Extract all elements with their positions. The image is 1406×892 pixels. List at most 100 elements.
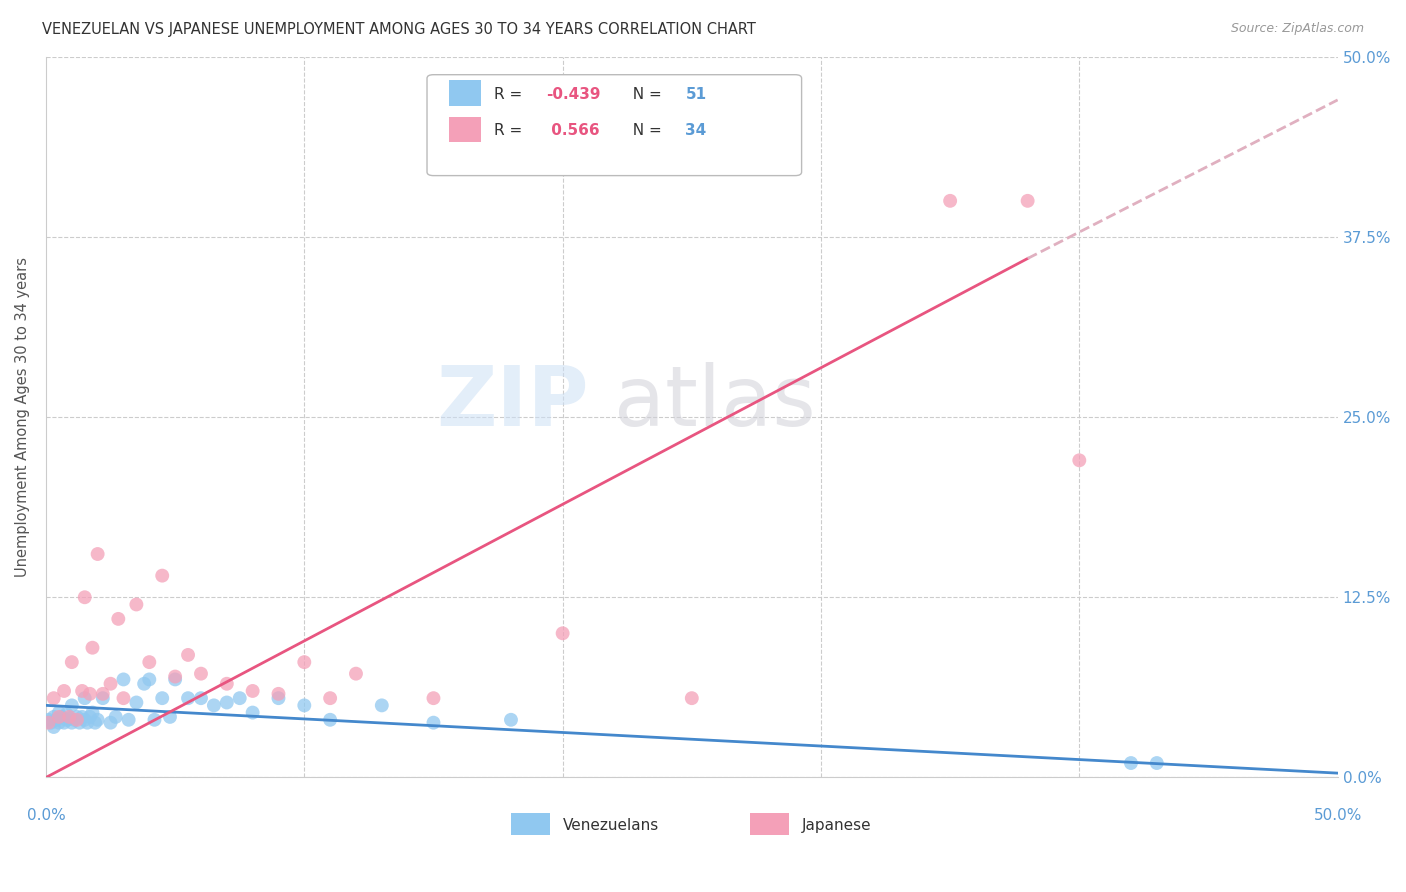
Point bbox=[45, 713, 67, 727]
Point bbox=[422, 691, 444, 706]
Bar bbox=[449, 80, 481, 105]
Point bbox=[267, 691, 290, 706]
Point bbox=[100, 677, 122, 691]
Point bbox=[319, 691, 342, 706]
Point bbox=[91, 691, 114, 706]
Point bbox=[70, 710, 93, 724]
Point bbox=[63, 713, 86, 727]
Point bbox=[1017, 194, 1039, 208]
Text: 0.566: 0.566 bbox=[546, 123, 599, 137]
Text: R =: R = bbox=[494, 87, 527, 102]
Text: 50.0%: 50.0% bbox=[1313, 808, 1362, 823]
Point bbox=[73, 691, 96, 706]
Text: atlas: atlas bbox=[614, 362, 815, 443]
Point bbox=[319, 713, 342, 727]
Point bbox=[177, 691, 200, 706]
Point bbox=[150, 691, 173, 706]
Point bbox=[112, 673, 135, 687]
Text: ZIP: ZIP bbox=[436, 362, 589, 443]
Bar bbox=[749, 814, 789, 835]
Point bbox=[242, 706, 264, 720]
Point bbox=[165, 669, 187, 683]
Point bbox=[190, 666, 212, 681]
Point bbox=[60, 715, 83, 730]
Point bbox=[53, 684, 76, 698]
Text: N =: N = bbox=[623, 87, 666, 102]
Text: 51: 51 bbox=[685, 87, 706, 102]
Text: Venezuelans: Venezuelans bbox=[562, 818, 659, 832]
Point bbox=[125, 598, 148, 612]
Point bbox=[66, 713, 89, 727]
Point bbox=[42, 710, 65, 724]
Point bbox=[159, 710, 181, 724]
Point bbox=[292, 655, 315, 669]
Point bbox=[51, 710, 73, 724]
Bar bbox=[510, 814, 550, 835]
Point bbox=[371, 698, 394, 713]
Bar bbox=[449, 117, 481, 142]
Point bbox=[66, 710, 89, 724]
Point bbox=[228, 691, 250, 706]
Point bbox=[138, 673, 160, 687]
Point bbox=[48, 706, 70, 720]
Text: VENEZUELAN VS JAPANESE UNEMPLOYMENT AMONG AGES 30 TO 34 YEARS CORRELATION CHART: VENEZUELAN VS JAPANESE UNEMPLOYMENT AMON… bbox=[42, 22, 756, 37]
Point bbox=[48, 715, 70, 730]
Point bbox=[134, 677, 156, 691]
Point bbox=[55, 713, 77, 727]
Point bbox=[1119, 756, 1142, 770]
Text: N =: N = bbox=[623, 123, 666, 137]
Point bbox=[1146, 756, 1168, 770]
Text: Japanese: Japanese bbox=[801, 818, 872, 832]
Point bbox=[939, 194, 962, 208]
Point bbox=[100, 715, 122, 730]
Point bbox=[165, 673, 187, 687]
Point bbox=[125, 696, 148, 710]
Point bbox=[344, 666, 367, 681]
Point bbox=[1069, 453, 1091, 467]
Point bbox=[39, 715, 62, 730]
Point bbox=[60, 655, 83, 669]
Point bbox=[177, 648, 200, 662]
Point bbox=[42, 720, 65, 734]
Text: R =: R = bbox=[494, 123, 527, 137]
Point bbox=[70, 684, 93, 698]
Text: -0.439: -0.439 bbox=[546, 87, 600, 102]
Text: 34: 34 bbox=[685, 123, 707, 137]
Point bbox=[84, 715, 107, 730]
Point bbox=[60, 698, 83, 713]
Point bbox=[58, 710, 80, 724]
Point bbox=[422, 715, 444, 730]
Point bbox=[138, 655, 160, 669]
Point bbox=[79, 687, 101, 701]
Point bbox=[86, 547, 108, 561]
Text: Source: ZipAtlas.com: Source: ZipAtlas.com bbox=[1230, 22, 1364, 36]
FancyBboxPatch shape bbox=[427, 75, 801, 176]
Point bbox=[73, 713, 96, 727]
Point bbox=[551, 626, 574, 640]
Point bbox=[82, 706, 104, 720]
Point bbox=[58, 711, 80, 725]
Point bbox=[107, 612, 129, 626]
Point bbox=[91, 687, 114, 701]
Point bbox=[55, 706, 77, 721]
Point bbox=[53, 715, 76, 730]
Point bbox=[143, 713, 166, 727]
Point bbox=[292, 698, 315, 713]
Point bbox=[38, 715, 60, 730]
Point bbox=[150, 568, 173, 582]
Point bbox=[76, 715, 98, 730]
Point bbox=[202, 698, 225, 713]
Point bbox=[267, 687, 290, 701]
Point bbox=[38, 713, 60, 727]
Point bbox=[215, 677, 238, 691]
Point bbox=[215, 696, 238, 710]
Point bbox=[681, 691, 703, 706]
Point bbox=[42, 691, 65, 706]
Point bbox=[86, 713, 108, 727]
Point bbox=[69, 715, 91, 730]
Text: 0.0%: 0.0% bbox=[27, 808, 65, 823]
Point bbox=[73, 591, 96, 605]
Point bbox=[190, 691, 212, 706]
Point bbox=[104, 710, 127, 724]
Point bbox=[82, 640, 104, 655]
